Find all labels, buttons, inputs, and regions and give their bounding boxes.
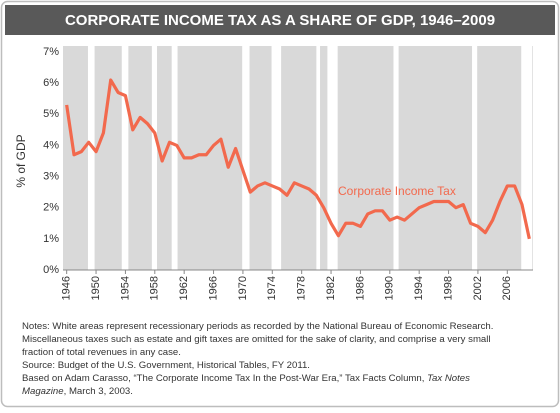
x-tick-label: 1958 [149,276,161,300]
title-bar [5,5,555,35]
recession-band [87,46,95,270]
note-line: fraction of total revenues in any case. [22,347,181,358]
x-tick-label: 1978 [296,276,308,300]
series-label: Corporate Income Tax [338,184,456,198]
note-segment: Notes: White areas represent recessionar… [22,321,493,332]
x-tick-label: 1994 [413,276,425,300]
y-tick-label: 0% [43,264,59,276]
series-line [65,78,531,240]
y-tick-label: 6% [43,77,59,89]
plot-background [63,46,533,270]
y-axis-label: % of GDP [14,134,28,187]
x-tick-label: 1998 [442,276,454,300]
recession-band [327,46,338,270]
note-line: Based on Adam Carasso, “The Corporate In… [22,373,470,384]
y-tick-label: 7% [43,46,59,58]
x-tick-label: 1966 [207,276,219,300]
note-segment: fraction of total revenues in any case. [22,347,181,358]
recession-band [151,46,157,270]
note-line: Source: Budget of the U.S. Government, H… [22,360,310,371]
recession-band [316,46,321,270]
x-tick-label: 1950 [90,276,102,300]
note-segment: Tax Notes [427,373,470,384]
note-line: Magazine, March 3, 2003. [22,386,133,397]
recession-band [171,46,178,270]
recession-band [472,46,478,270]
x-tick-label: 1954 [119,276,131,300]
x-tick-label: 1986 [354,276,366,300]
x-tick-label: 1982 [325,276,337,300]
chart-title: CORPORATE INCOME TAX AS A SHARE OF GDP, … [65,12,495,29]
y-tick-label: 1% [43,233,59,245]
x-tick-label: 1946 [61,276,73,300]
recession-band [121,46,129,270]
y-tick-label: 2% [43,202,59,214]
recession-band [393,46,399,270]
note-line: Miscellaneous taxes such as estate and g… [22,334,491,345]
note-segment: Miscellaneous taxes such as estate and g… [22,334,491,345]
note-segment: Based on Adam Carasso, “The Corporate In… [22,373,427,384]
x-tick-label: 2002 [472,276,484,300]
recession-band [521,46,533,270]
note-segment: , March 3, 2003. [64,386,133,397]
x-tick-label: 1990 [384,276,396,300]
note-segment: Magazine [22,386,64,397]
y-tick-label: 5% [43,108,59,120]
note-segment: Source: Budget of the U.S. Government, H… [22,360,310,371]
recession-band [242,46,250,270]
note-line: Notes: White areas represent recessionar… [22,321,493,332]
y-tick-label: 4% [43,139,59,151]
x-tick-label: 1974 [266,276,278,300]
x-tick-label: 2006 [501,276,513,300]
recession-band [271,46,282,270]
y-tick-label: 3% [43,170,59,182]
x-tick-label: 1970 [237,276,249,300]
x-tick-label: 1962 [178,276,190,300]
